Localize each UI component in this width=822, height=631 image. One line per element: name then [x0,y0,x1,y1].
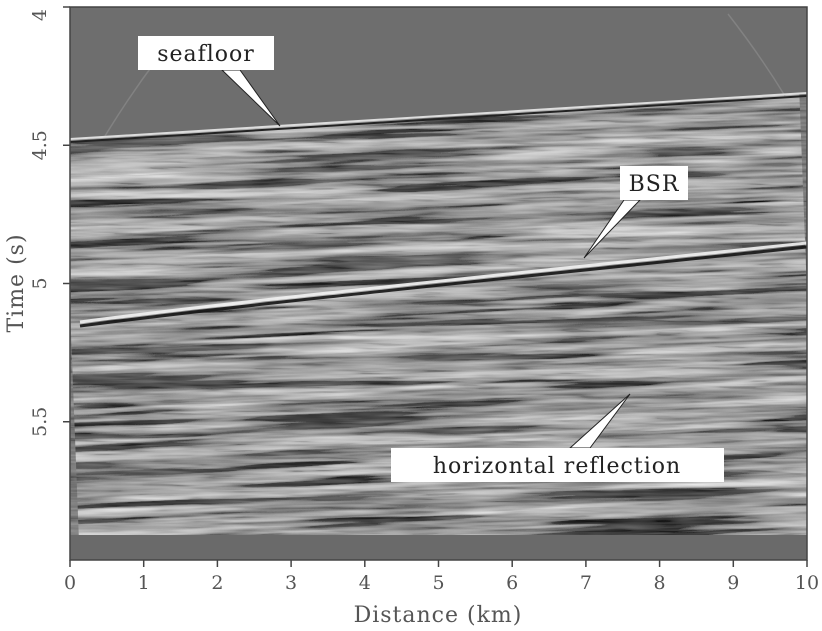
callout-seafloor-label: seafloor [157,42,255,67]
seafloor-reflector [70,92,807,140]
callout-horizontal-reflection: horizontal reflection [391,393,724,482]
callout-horizontal-reflection-label: horizontal reflection [433,454,681,479]
diffraction-right [727,13,786,97]
y-tick-label: 4.5 [29,130,51,160]
bottom-mute-zone [70,535,807,560]
x-tick-label: 8 [654,572,666,594]
x-tick-label: 9 [727,572,739,594]
callout-bsr: BSR [583,166,688,259]
x-tick-label: 2 [211,572,223,594]
x-tick-label: 0 [64,572,76,594]
x-tick-label: 4 [359,572,371,594]
x-tick-label: 10 [795,572,819,594]
plot-area [70,7,807,560]
y-axis-ticks: 4 4.5 5 5.5 [29,6,70,437]
x-axis-ticks: 0 1 2 3 4 5 6 7 8 9 10 [64,560,819,594]
x-tick-label: 6 [506,572,518,594]
y-tick-label: 4 [29,9,51,21]
x-tick-label: 1 [138,572,150,594]
x-axis-title: Distance (km) [354,603,523,628]
x-tick-label: 5 [432,572,444,594]
x-tick-label: 3 [285,572,297,594]
callout-seafloor: seafloor [138,36,281,127]
y-tick-label: 5.5 [29,407,51,437]
bsr-reflector [79,241,807,324]
callout-bsr-label: BSR [629,172,680,197]
x-tick-label: 7 [580,572,592,594]
y-tick-label: 5 [29,277,51,289]
y-axis-title: Time (s) [4,233,29,332]
